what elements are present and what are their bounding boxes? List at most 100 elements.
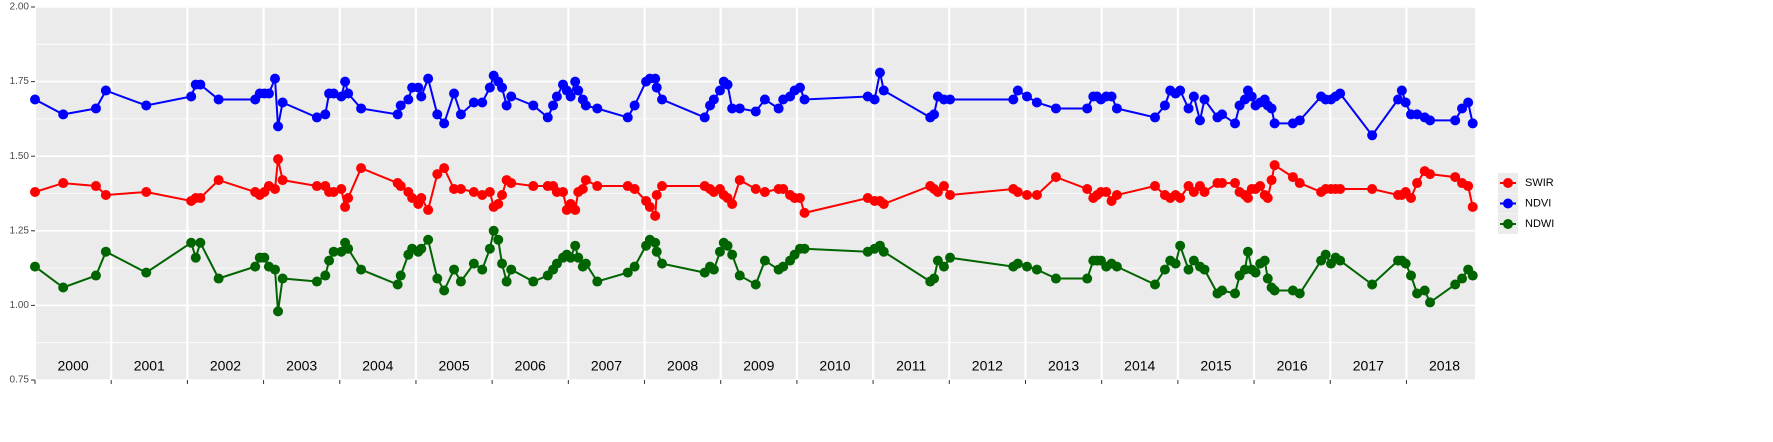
point — [468, 187, 479, 198]
point — [423, 204, 434, 215]
point — [651, 246, 662, 257]
point — [270, 73, 280, 84]
point — [270, 184, 280, 195]
point — [277, 175, 288, 186]
point — [1367, 184, 1378, 195]
point — [392, 109, 403, 120]
point — [484, 187, 495, 198]
point — [708, 264, 719, 275]
point — [799, 243, 810, 254]
point — [938, 181, 949, 192]
point — [580, 100, 591, 111]
point — [651, 189, 662, 200]
point — [1170, 258, 1181, 269]
point — [455, 184, 466, 195]
point — [328, 246, 339, 257]
point — [1367, 130, 1378, 141]
point — [1150, 279, 1160, 290]
point — [622, 112, 633, 123]
point — [449, 264, 460, 275]
point — [100, 189, 111, 200]
point — [778, 261, 789, 272]
legend: SWIR NDVI NDWI — [1498, 173, 1554, 234]
point — [340, 201, 351, 212]
point — [622, 267, 633, 278]
point — [1012, 258, 1023, 269]
point — [1050, 103, 1061, 114]
point — [311, 112, 322, 123]
point — [1406, 270, 1416, 281]
point — [1255, 181, 1266, 192]
point — [929, 109, 940, 120]
point — [580, 175, 591, 186]
year-label: 2005 — [438, 358, 469, 374]
point — [30, 94, 40, 105]
point — [1450, 279, 1461, 290]
point — [1396, 85, 1407, 96]
point — [343, 88, 354, 99]
point — [311, 181, 322, 192]
point — [945, 94, 956, 105]
point — [1199, 264, 1210, 275]
point — [1012, 187, 1023, 198]
point — [439, 163, 450, 174]
point — [506, 91, 517, 102]
point — [403, 94, 414, 105]
point — [497, 258, 508, 269]
year-label: 2012 — [972, 358, 1003, 374]
point — [277, 273, 288, 284]
legend-key-point — [1503, 219, 1513, 229]
point — [213, 94, 224, 105]
point — [1367, 279, 1378, 290]
point — [324, 255, 335, 266]
year-label: 2017 — [1353, 358, 1384, 374]
point — [432, 273, 443, 284]
point — [277, 97, 288, 108]
point — [1082, 103, 1093, 114]
point — [1031, 189, 1042, 200]
point — [501, 100, 512, 111]
point — [1106, 91, 1117, 102]
year-label: 2001 — [134, 358, 165, 374]
year-label: 2018 — [1429, 358, 1460, 374]
point — [1111, 261, 1122, 272]
point — [759, 94, 770, 105]
point — [1111, 103, 1122, 114]
point — [570, 204, 581, 215]
y-tick-label: 0.75 — [10, 375, 30, 386]
point — [1400, 258, 1411, 269]
point — [270, 264, 280, 275]
year-label: 2004 — [362, 358, 393, 374]
point — [580, 258, 591, 269]
year-label: 2007 — [591, 358, 622, 374]
point — [1335, 88, 1346, 99]
point — [190, 252, 201, 263]
point — [1012, 85, 1023, 96]
point — [497, 189, 508, 200]
point — [356, 264, 367, 275]
point — [195, 237, 206, 248]
point — [592, 103, 603, 114]
point — [1294, 178, 1305, 189]
point — [141, 187, 152, 198]
point — [493, 234, 504, 245]
year-label: 2015 — [1200, 358, 1231, 374]
point — [90, 103, 101, 114]
point — [1199, 187, 1210, 198]
point — [484, 243, 495, 254]
point — [714, 85, 725, 96]
point — [528, 181, 539, 192]
legend-label: SWIR — [1525, 177, 1554, 189]
point — [186, 91, 197, 102]
point — [58, 282, 69, 293]
point — [558, 187, 568, 198]
year-label: 2011 — [896, 358, 926, 374]
point — [343, 243, 354, 254]
axes: 0.75 1.00 1.25 1.50 1.75 2.00 2000 2001 2002 2003… — [10, 2, 1461, 386]
point — [395, 100, 406, 111]
point — [708, 94, 719, 105]
point — [727, 198, 738, 209]
point — [1159, 264, 1170, 275]
point — [1463, 181, 1474, 192]
point — [213, 273, 224, 284]
